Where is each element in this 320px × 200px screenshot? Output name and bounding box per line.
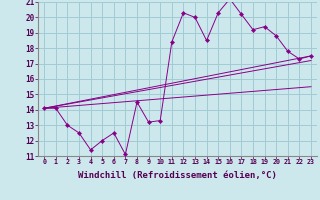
X-axis label: Windchill (Refroidissement éolien,°C): Windchill (Refroidissement éolien,°C): [78, 171, 277, 180]
